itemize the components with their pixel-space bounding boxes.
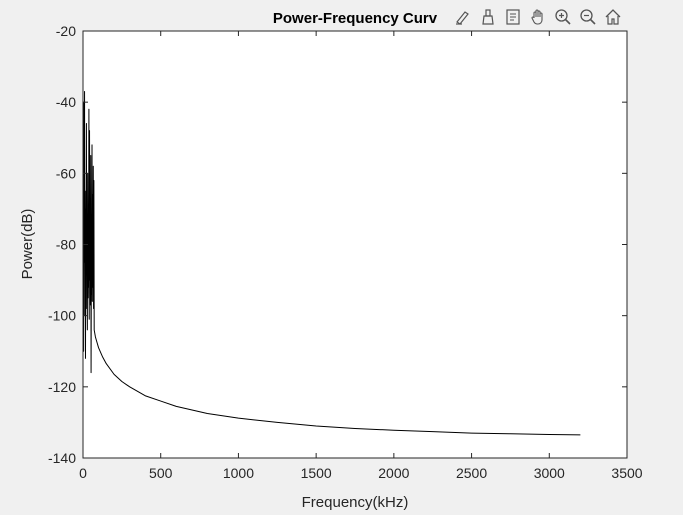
zoom-out-button[interactable] (577, 6, 599, 28)
home-icon (605, 9, 621, 25)
y-tick-label: -120 (48, 379, 76, 395)
data-tip-button[interactable] (502, 6, 524, 28)
axes-toolbar (452, 6, 624, 28)
x-ticks: 0 500 1000 1500 2000 2500 3000 3500 (79, 31, 643, 481)
data-brush-button[interactable] (477, 6, 499, 28)
data-brush-icon (482, 9, 494, 25)
x-tick-label: 0 (79, 465, 87, 481)
pan-button[interactable] (527, 6, 549, 28)
x-tick-label: 3000 (534, 465, 565, 481)
y-tick-label: -140 (48, 450, 76, 466)
home-button[interactable] (602, 6, 624, 28)
data-tip-icon (506, 9, 520, 25)
x-tick-label: 2000 (378, 465, 409, 481)
x-tick-label: 1000 (223, 465, 254, 481)
y-tick-label: -100 (48, 308, 76, 324)
y-tick-label: -60 (56, 165, 76, 181)
y-ticks: -140 -120 -100 -80 -60 -40 -20 (48, 23, 627, 466)
edit-plot-icon (456, 11, 469, 25)
y-tick-label: -40 (56, 94, 76, 110)
pan-icon (531, 9, 543, 25)
x-axis-label: Frequency(kHz) (302, 494, 409, 511)
y-axis-label: Power(dB) (19, 209, 36, 280)
y-tick-label: -80 (56, 237, 76, 253)
zoom-in-icon (555, 9, 571, 25)
x-tick-label: 2500 (456, 465, 487, 481)
plot-lines (82, 90, 581, 436)
x-tick-label: 3500 (611, 465, 642, 481)
axes-background (83, 31, 627, 458)
x-tick-label: 1500 (301, 465, 332, 481)
chart-title: Power-Frequency Curv (273, 10, 438, 27)
y-tick-label: -20 (56, 23, 76, 39)
series-line (82, 90, 581, 436)
edit-plot-button[interactable] (452, 6, 474, 28)
zoom-in-button[interactable] (552, 6, 574, 28)
zoom-out-icon (580, 9, 596, 25)
x-tick-label: 500 (149, 465, 173, 481)
